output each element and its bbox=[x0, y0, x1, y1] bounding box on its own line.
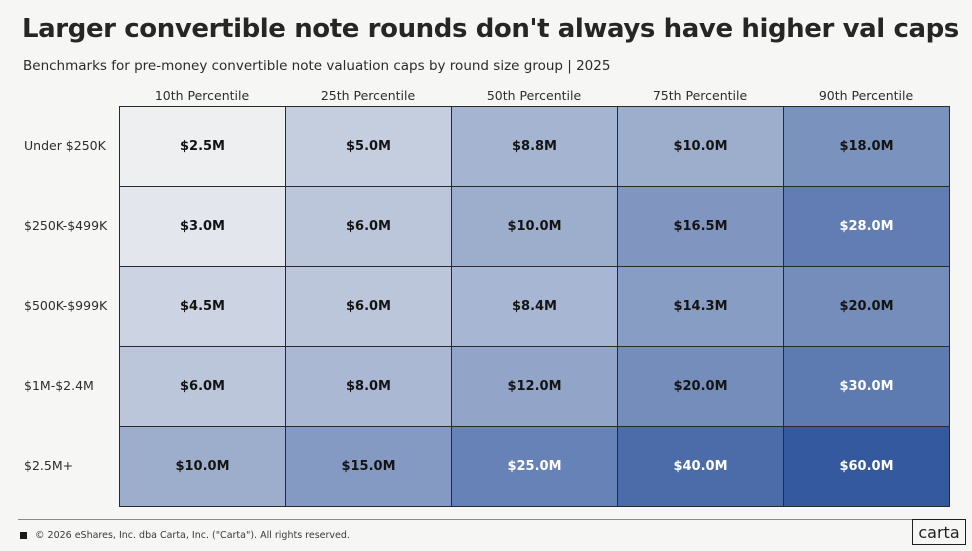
row-header: Under $250K bbox=[24, 138, 106, 153]
chart-title: Larger convertible note rounds don't alw… bbox=[22, 14, 959, 44]
row-header: $1M-$2.4M bbox=[24, 378, 94, 393]
heatmap-cell: $4.5M bbox=[119, 266, 286, 347]
heatmap-cell: $12.0M bbox=[451, 346, 618, 427]
heatmap-cell: $3.0M bbox=[119, 186, 286, 267]
heatmap-cell: $20.0M bbox=[617, 346, 784, 427]
row-header: $500K-$999K bbox=[24, 298, 108, 313]
column-header: 75th Percentile bbox=[652, 88, 748, 103]
heatmap-cell: $18.0M bbox=[783, 106, 950, 187]
footer: © 2026 eShares, Inc. dba Carta, Inc. ("C… bbox=[20, 530, 350, 541]
heatmap-cell: $14.3M bbox=[617, 266, 784, 347]
carta-logo: carta bbox=[912, 519, 966, 545]
chart-subtitle: Benchmarks for pre-money convertible not… bbox=[23, 58, 611, 74]
heatmap-cell: $2.5M bbox=[119, 106, 286, 187]
heatmap-cell: $30.0M bbox=[783, 346, 950, 427]
heatmap-cell: $20.0M bbox=[783, 266, 950, 347]
heatmap-cell: $10.0M bbox=[451, 186, 618, 267]
heatmap-cell: $6.0M bbox=[285, 266, 452, 347]
footer-square-icon bbox=[20, 532, 27, 539]
column-header: 10th Percentile bbox=[154, 88, 250, 103]
heatmap-cell: $6.0M bbox=[119, 346, 286, 427]
footer-divider bbox=[18, 519, 936, 520]
heatmap-cell: $16.5M bbox=[617, 186, 784, 267]
heatmap-cell: $10.0M bbox=[119, 426, 286, 507]
column-header: 90th Percentile bbox=[818, 88, 914, 103]
heatmap-cell: $8.0M bbox=[285, 346, 452, 427]
row-header: $2.5M+ bbox=[24, 458, 74, 473]
heatmap-cell: $5.0M bbox=[285, 106, 452, 187]
heatmap-cell: $28.0M bbox=[783, 186, 950, 267]
heatmap-cell: $8.8M bbox=[451, 106, 618, 187]
heatmap-cell: $6.0M bbox=[285, 186, 452, 267]
heatmap-cell: $40.0M bbox=[617, 426, 784, 507]
heatmap-cell: $10.0M bbox=[617, 106, 784, 187]
column-header: 50th Percentile bbox=[486, 88, 582, 103]
heatmap-cell: $60.0M bbox=[783, 426, 950, 507]
copyright-text: © 2026 eShares, Inc. dba Carta, Inc. ("C… bbox=[35, 530, 350, 541]
heatmap-cell: $8.4M bbox=[451, 266, 618, 347]
heatmap-cell: $15.0M bbox=[285, 426, 452, 507]
row-header: $250K-$499K bbox=[24, 218, 108, 233]
column-header: 25th Percentile bbox=[320, 88, 416, 103]
heatmap-cell: $25.0M bbox=[451, 426, 618, 507]
